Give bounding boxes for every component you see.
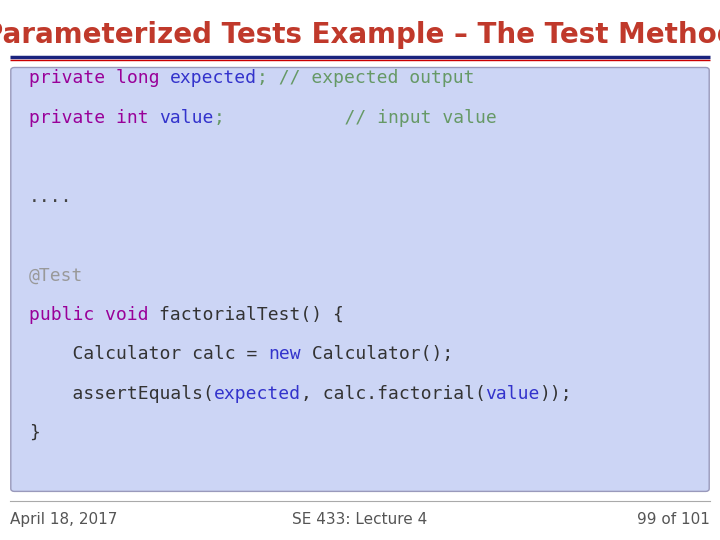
Text: 99 of 101: 99 of 101 xyxy=(637,512,710,527)
FancyBboxPatch shape xyxy=(11,68,709,491)
Text: , calc.factorial(: , calc.factorial( xyxy=(301,384,485,403)
Text: int: int xyxy=(116,109,159,127)
Text: }: } xyxy=(29,424,40,442)
Text: expected: expected xyxy=(214,384,301,403)
Text: April 18, 2017: April 18, 2017 xyxy=(10,512,117,527)
Text: ; // expected output: ; // expected output xyxy=(257,69,474,87)
Text: Calculator calc =: Calculator calc = xyxy=(29,345,268,363)
Text: SE 433: Lecture 4: SE 433: Lecture 4 xyxy=(292,512,428,527)
Text: private: private xyxy=(29,109,116,127)
Text: long: long xyxy=(116,69,170,87)
Text: ));: )); xyxy=(540,384,572,403)
Text: new: new xyxy=(268,345,301,363)
Text: value: value xyxy=(159,109,214,127)
Text: ;           // input value: ; // input value xyxy=(214,109,496,127)
Text: public: public xyxy=(29,306,105,324)
Text: factorialTest() {: factorialTest() { xyxy=(159,306,344,324)
Text: private: private xyxy=(29,69,116,87)
Text: void: void xyxy=(105,306,159,324)
Text: ....: .... xyxy=(29,187,72,206)
Text: assertEquals(: assertEquals( xyxy=(29,384,214,403)
Text: value: value xyxy=(485,384,540,403)
Text: @Test: @Test xyxy=(29,266,84,285)
Text: expected: expected xyxy=(170,69,257,87)
Text: Calculator();: Calculator(); xyxy=(301,345,453,363)
Text: Parameterized Tests Example – The Test Method: Parameterized Tests Example – The Test M… xyxy=(0,21,720,49)
